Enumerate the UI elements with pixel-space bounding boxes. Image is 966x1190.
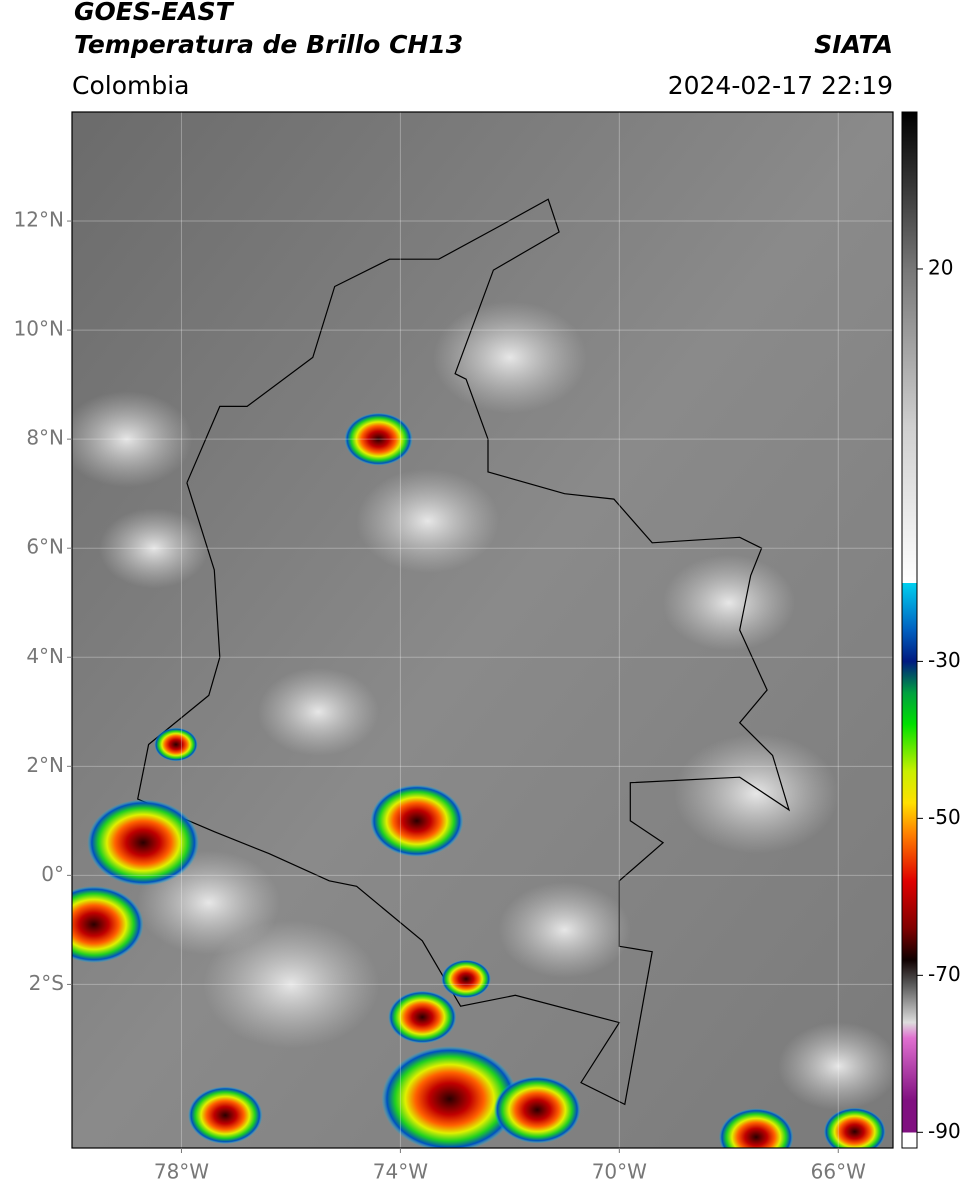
cloud — [777, 1022, 893, 1111]
storm-cell — [344, 412, 413, 466]
cloud — [356, 468, 500, 573]
cloud — [673, 733, 839, 854]
storm-cell — [188, 1086, 263, 1145]
datetime: 2024-02-17 22:19 — [668, 71, 893, 100]
storm-cell — [72, 886, 144, 963]
storm-cell — [441, 959, 491, 999]
storm-cell — [388, 990, 457, 1044]
colorbar-tick-label: 20 — [928, 255, 953, 279]
cloud — [72, 391, 193, 488]
colorbar-tick-label: -50 — [928, 805, 961, 829]
cloud — [99, 508, 210, 589]
y-tick-label: 12°N — [14, 208, 64, 232]
region: Colombia — [72, 71, 189, 100]
storm-cell — [493, 1076, 581, 1144]
storm-cell — [381, 1046, 518, 1148]
y-tick-label: 4°N — [26, 644, 64, 668]
storm-cell — [718, 1108, 794, 1148]
x-tick-label: 66°W — [811, 1160, 866, 1184]
storm-cell — [823, 1107, 886, 1148]
x-tick-label: 70°W — [592, 1160, 647, 1184]
source: SIATA — [814, 30, 893, 59]
y-tick-label: 8°N — [26, 426, 64, 450]
x-tick-label: 78°W — [154, 1160, 209, 1184]
cloud — [257, 667, 379, 756]
y-tick-label: 10°N — [14, 317, 64, 341]
map-frame — [71, 111, 894, 1149]
map — [72, 112, 893, 1148]
storm-cell — [370, 784, 464, 857]
y-tick-label: 6°N — [26, 535, 64, 559]
cloud — [432, 301, 587, 414]
colorbar — [901, 111, 918, 1149]
title: GOES-EAST — [74, 0, 235, 26]
country-border — [137, 198, 791, 1106]
colorbar-tick-label: -70 — [928, 962, 961, 986]
y-tick-label: 2°S — [29, 971, 64, 995]
subtitle: Temperatura de Brillo CH13 — [74, 30, 463, 59]
cloud — [498, 881, 631, 978]
cloud — [202, 920, 379, 1049]
x-tick-label: 74°W — [373, 1160, 428, 1184]
colorbar-tick-label: -90 — [928, 1119, 961, 1143]
colorbar-tick-label: -30 — [928, 648, 961, 672]
cloud — [662, 554, 795, 651]
storm-cell — [87, 799, 199, 886]
y-tick-label: 2°N — [26, 753, 64, 777]
storm-cell — [154, 727, 198, 762]
y-tick-label: 0° — [41, 862, 64, 886]
